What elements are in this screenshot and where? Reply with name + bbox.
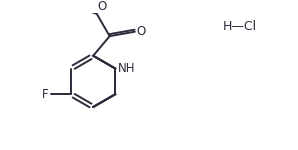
- Text: O: O: [137, 25, 146, 38]
- Text: F: F: [42, 88, 48, 101]
- Text: H—Cl: H—Cl: [223, 20, 257, 33]
- Text: O: O: [98, 0, 107, 13]
- Text: NH: NH: [118, 62, 136, 75]
